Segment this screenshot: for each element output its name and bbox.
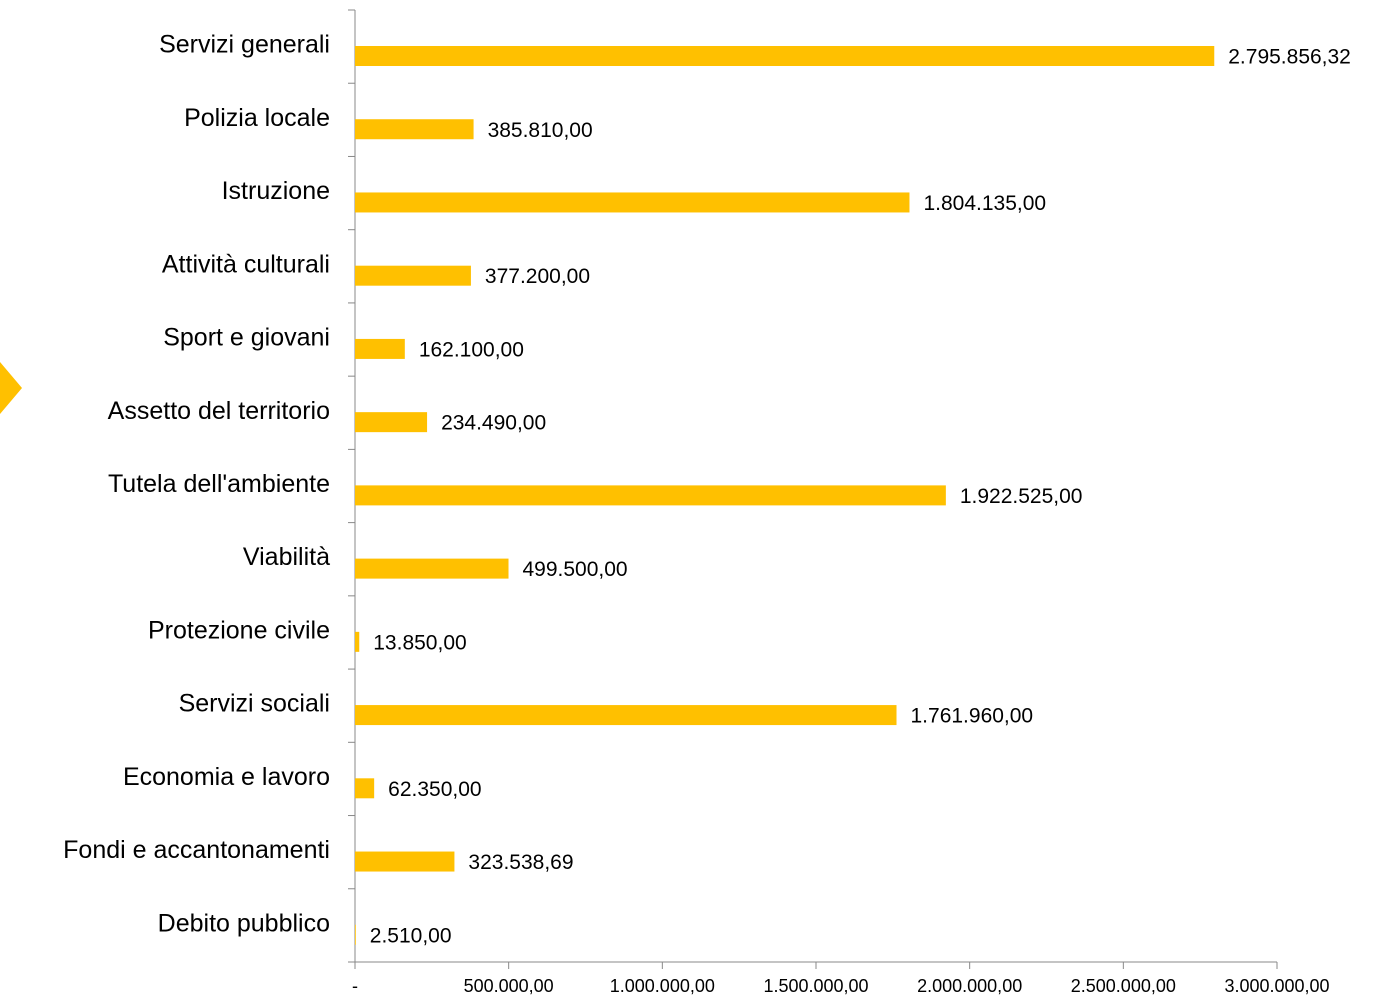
bar: [355, 46, 1215, 66]
value-label: 2.795.856,32: [1228, 46, 1351, 69]
bar: [355, 705, 897, 726]
category-label: Fondi e accantonamenti: [63, 836, 330, 864]
x-tick-label: 2.000.000,00: [917, 976, 1022, 996]
bar: [355, 924, 356, 945]
category-label: Sport e giovani: [163, 324, 330, 352]
x-tick-label: 1.500.000,00: [763, 976, 868, 996]
category-label: Polizia locale: [184, 104, 330, 132]
value-label: 162.100,00: [419, 338, 524, 361]
decoration-arrow: [0, 362, 22, 414]
category-label: Viabilità: [243, 543, 330, 571]
category-label: Protezione civile: [148, 616, 330, 644]
bar: [355, 631, 360, 652]
category-label: Economia e lavoro: [123, 763, 330, 791]
value-label: 385.810,00: [488, 119, 593, 142]
value-label: 323.538,69: [468, 851, 573, 874]
bar: [355, 265, 471, 286]
value-label: 62.350,00: [388, 778, 481, 801]
value-label: 377.200,00: [485, 265, 590, 288]
bar: [355, 558, 509, 579]
x-tick-label: 1.000.000,00: [610, 976, 715, 996]
bar: [355, 485, 946, 506]
value-label: 1.761.960,00: [911, 705, 1034, 728]
x-tick-label: 2.500.000,00: [1071, 976, 1176, 996]
value-label: 234.490,00: [441, 412, 546, 435]
value-label: 1.804.135,00: [923, 192, 1046, 215]
bar: [355, 338, 405, 359]
category-label: Attività culturali: [162, 250, 330, 278]
bar: [355, 851, 455, 872]
value-label: 13.850,00: [373, 631, 466, 654]
value-label: 1.922.525,00: [960, 485, 1083, 508]
category-label: Istruzione: [222, 177, 330, 205]
bar: [355, 778, 375, 799]
category-label: Servizi generali: [159, 31, 330, 59]
x-tick-label: 3.000.000,00: [1224, 976, 1329, 996]
value-label: 2.510,00: [370, 924, 452, 947]
x-tick-label: -: [352, 976, 358, 996]
bar: [355, 119, 474, 140]
category-label: Assetto del territorio: [108, 397, 330, 425]
bar: [355, 192, 910, 213]
category-label: Servizi sociali: [179, 690, 330, 718]
category-label: Tutela dell'ambiente: [108, 470, 330, 498]
category-label: Debito pubblico: [158, 909, 330, 937]
x-tick-label: 500.000,00: [464, 976, 554, 996]
bar: [355, 412, 428, 433]
value-label: 499.500,00: [523, 558, 628, 581]
